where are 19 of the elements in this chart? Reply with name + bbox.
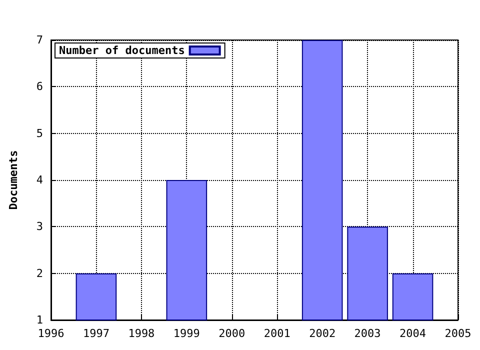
x-tick-label: 2001 (264, 327, 290, 340)
x-tick-label: 1999 (173, 327, 200, 340)
x-tick-label: 2003 (354, 327, 381, 340)
y-tick-label: 6 (36, 80, 43, 94)
legend-label: Number of documents (58, 44, 185, 57)
y-tick-label: 7 (36, 34, 43, 46)
x-tick-label: 1996 (38, 327, 64, 340)
y-tick-label: 3 (36, 220, 43, 234)
y-tick-label: 2 (36, 266, 43, 280)
x-tick-label: 2000 (218, 327, 246, 340)
y-tick-label: 4 (36, 174, 44, 186)
x-tick-label: 2004 (400, 327, 426, 340)
y-tick-label: 5 (36, 126, 43, 140)
x-tick-label: 2005 (444, 327, 472, 340)
x-tick-label: 1997 (82, 327, 110, 340)
y-axis-title: Documents (7, 150, 20, 210)
y-tick-label: 1 (36, 314, 43, 326)
x-tick-label: 2002 (309, 327, 336, 340)
x-tick-label: 1998 (128, 327, 155, 340)
